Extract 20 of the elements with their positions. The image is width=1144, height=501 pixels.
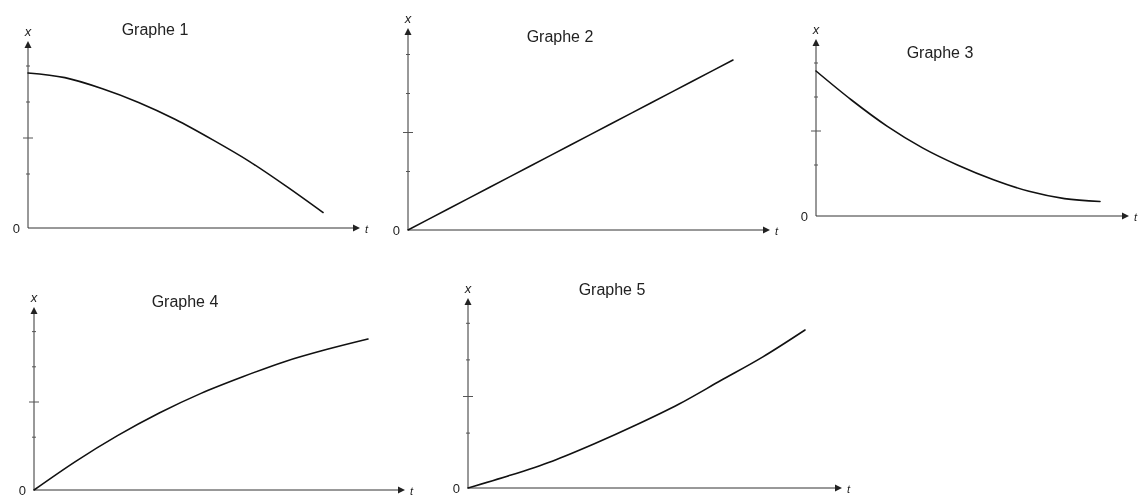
x-axis-title: t xyxy=(775,225,779,237)
x-axis-title: t xyxy=(410,485,414,497)
chart-title: Graphe 2 xyxy=(526,28,594,45)
text: 0 xyxy=(800,209,808,224)
text: 0 xyxy=(392,223,400,238)
chart-title: Graphe 1 xyxy=(121,21,189,38)
x-axis-title: t xyxy=(1134,211,1138,223)
y-axis-title: x xyxy=(29,290,38,305)
chart-title: Graphe 4 xyxy=(151,293,219,310)
text: 0 xyxy=(452,481,460,496)
y-axis-title: x xyxy=(811,22,820,37)
chart-title: Graphe 3 xyxy=(906,44,974,61)
y-axis-title: x xyxy=(463,281,472,296)
x-axis-title: t xyxy=(847,483,851,495)
x-axis-title: t xyxy=(365,223,369,235)
y-axis-title: x xyxy=(403,11,412,26)
text: 0 xyxy=(12,221,20,236)
text: 0 xyxy=(18,483,26,498)
chart-title: Graphe 5 xyxy=(578,281,646,298)
y-axis-title: x xyxy=(23,24,32,39)
